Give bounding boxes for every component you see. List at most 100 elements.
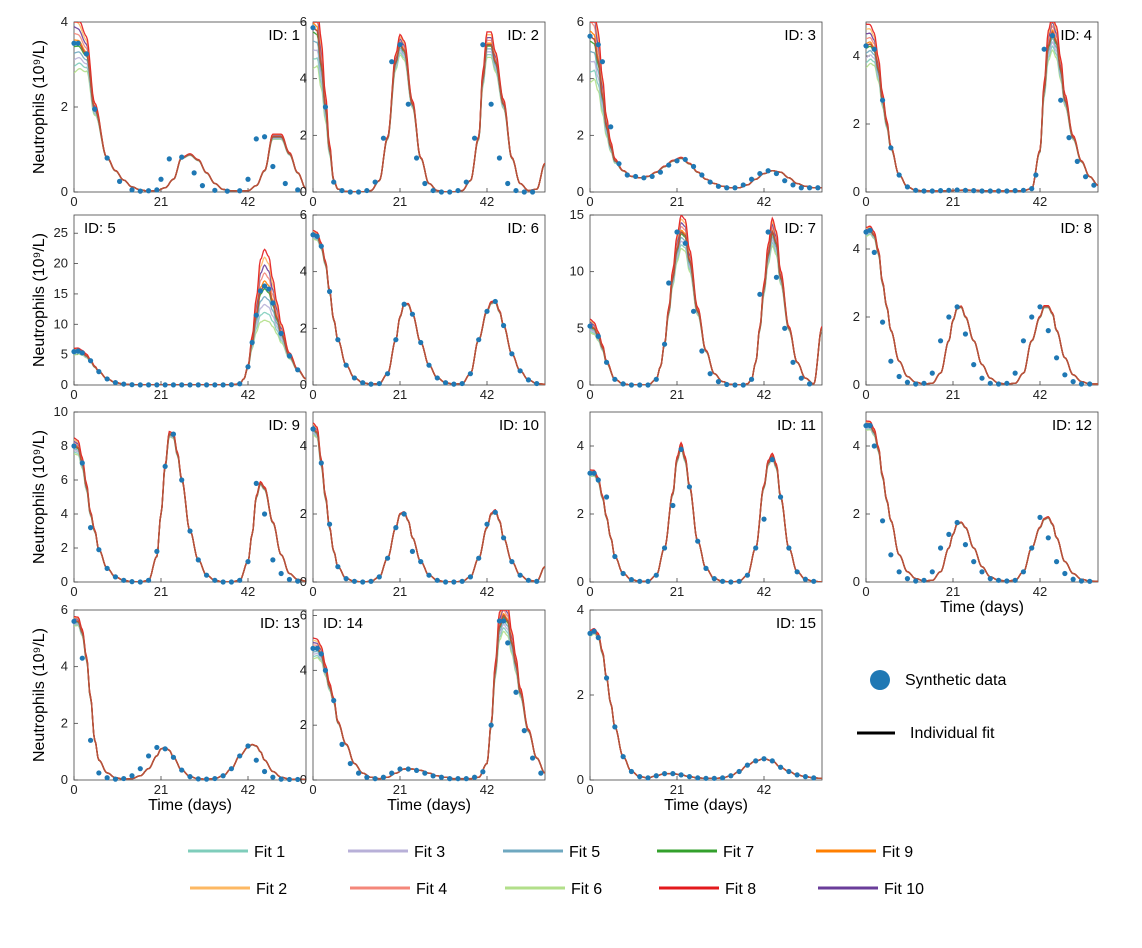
data-point <box>782 325 788 331</box>
individual-fit-curve <box>74 283 306 385</box>
data-point <box>1029 545 1035 551</box>
data-point <box>286 353 293 359</box>
data-point <box>1087 381 1093 387</box>
data-point <box>187 528 193 534</box>
data-point <box>253 480 259 486</box>
data-point <box>628 768 635 775</box>
data-point <box>616 161 622 167</box>
data-point <box>773 274 780 280</box>
data-point <box>405 101 411 107</box>
panel-frame <box>312 214 546 386</box>
x-tick-label: 21 <box>670 194 684 209</box>
fit-curve-2 <box>590 22 822 189</box>
panel-3: 0 21 42 0 2 4 6 ID: 3 <box>577 14 823 209</box>
data-point <box>471 135 478 141</box>
data-point <box>987 188 993 194</box>
data-point <box>595 477 601 483</box>
data-point <box>339 187 345 194</box>
data-point <box>129 773 135 779</box>
data-point <box>603 675 610 681</box>
data-point <box>1049 33 1056 39</box>
fit-curve-9 <box>313 22 545 192</box>
data-point <box>962 542 969 548</box>
data-point <box>603 359 610 365</box>
data-point <box>1082 174 1089 180</box>
data-point <box>104 376 110 382</box>
y-tick-label: 4 <box>853 241 860 256</box>
data-point <box>96 547 102 553</box>
data-point <box>1029 314 1035 320</box>
x-tick-label: 42 <box>1033 194 1047 209</box>
panel-12: 0 21 42 0 2 4 ID: 12 Time (days) <box>853 411 1099 616</box>
fit-curve-10 <box>74 618 306 780</box>
x-tick-label: 0 <box>309 782 316 797</box>
data-point <box>116 178 123 184</box>
data-point <box>863 43 869 49</box>
data-point <box>364 774 370 780</box>
data-point <box>757 291 763 297</box>
data-point <box>347 760 353 767</box>
data-point <box>724 381 730 388</box>
y-tick-label: 20 <box>54 256 68 271</box>
data-point <box>286 576 293 583</box>
data-point <box>765 229 771 235</box>
data-point <box>368 578 374 584</box>
data-point <box>318 243 324 249</box>
fit-curve-4 <box>590 443 822 582</box>
data-point <box>815 185 821 191</box>
individual-fit-curve <box>866 424 1098 582</box>
data-point <box>946 314 952 320</box>
panel-2: 0 21 42 0 2 4 6 ID: 2 <box>300 14 546 209</box>
data-point <box>75 40 81 46</box>
data-point <box>335 564 341 570</box>
y-tick-label: 2 <box>853 116 860 131</box>
data-point <box>946 187 952 193</box>
data-point <box>937 545 944 551</box>
x-tick-label: 21 <box>393 387 407 402</box>
data-point <box>748 376 755 382</box>
data-point <box>237 188 243 194</box>
data-point <box>245 743 251 749</box>
data-point <box>921 380 927 386</box>
data-point <box>71 618 77 624</box>
data-point <box>913 381 919 387</box>
y-axis-label: Neutrophils (10⁹/L) <box>31 40 48 174</box>
y-tick-label: 0 <box>61 574 68 589</box>
data-point <box>179 767 185 773</box>
data-point <box>480 42 486 48</box>
y-tick-label: 4 <box>577 602 584 617</box>
data-point <box>657 169 664 175</box>
fit-curve-2 <box>74 256 306 385</box>
y-tick-label: 5 <box>577 320 584 335</box>
data-point <box>220 773 226 779</box>
data-point <box>538 770 544 776</box>
fit-curve-1 <box>313 51 545 192</box>
x-tick-label: 42 <box>757 194 771 209</box>
fit-curve-6 <box>313 630 545 780</box>
data-point <box>674 158 680 164</box>
fit-curve-2 <box>590 442 822 582</box>
legend-label-fit-4: Fit 4 <box>416 881 447 898</box>
data-point <box>87 358 94 364</box>
y-tick-label: 6 <box>61 472 68 487</box>
data-point <box>195 382 201 388</box>
data-point <box>442 579 449 585</box>
data-point <box>87 525 94 531</box>
data-point <box>488 722 494 728</box>
fit-curve-5 <box>866 231 1098 385</box>
data-point <box>438 774 445 780</box>
data-point <box>645 382 651 388</box>
data-point <box>1058 97 1064 103</box>
x-tick-label: 42 <box>241 194 255 209</box>
data-point <box>492 509 498 515</box>
x-tick-label: 0 <box>70 584 77 599</box>
data-point <box>871 443 877 449</box>
data-point <box>753 545 759 551</box>
data-point <box>310 232 316 238</box>
data-point <box>203 572 210 578</box>
individual-fit-curve <box>590 35 822 189</box>
data-point <box>699 172 705 178</box>
fit-curve-10 <box>590 221 822 385</box>
data-point <box>913 578 919 584</box>
x-tick-label: 0 <box>70 387 77 402</box>
